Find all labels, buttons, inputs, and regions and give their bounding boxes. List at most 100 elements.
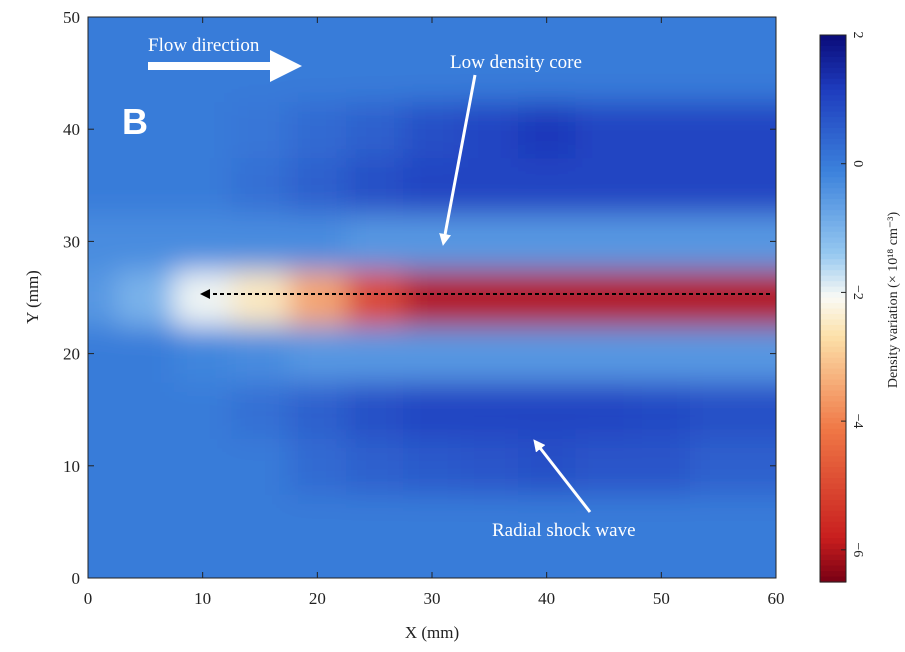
heat-cell — [632, 101, 691, 159]
heat-cell — [288, 17, 347, 47]
heat-cell — [88, 381, 118, 439]
heat-cell — [632, 213, 691, 271]
colorbar-segment — [820, 95, 846, 102]
heat-cell — [690, 157, 749, 215]
colorbar-segment — [820, 549, 846, 556]
heat-cell — [116, 213, 175, 271]
colorbar-segment — [820, 253, 846, 260]
heat-cell — [116, 17, 175, 47]
colorbar-segment — [820, 543, 846, 550]
colorbar-segment — [820, 78, 846, 85]
heat-cell — [575, 325, 634, 383]
colorbar-segment — [820, 111, 846, 118]
colorbar-segment — [820, 313, 846, 321]
colorbar-segment — [820, 89, 846, 96]
colorbar-segment — [820, 341, 846, 348]
heat-cell — [346, 269, 405, 327]
heat-cell — [403, 437, 462, 495]
colorbar-segment — [820, 445, 846, 452]
colorbar-tick-label: −2 — [850, 285, 865, 300]
colorbar-segment — [820, 532, 846, 539]
colorbar-segment — [820, 264, 846, 271]
heat-cell — [174, 101, 233, 159]
colorbar-segment — [820, 379, 846, 386]
colorbar-segment — [820, 472, 846, 479]
heat-cell — [518, 269, 577, 327]
heat-cell — [747, 17, 776, 47]
colorbar-segment — [820, 100, 846, 107]
heat-cell — [288, 213, 347, 271]
heat-cell — [747, 45, 776, 103]
heat-cell — [632, 493, 691, 551]
heat-cell — [346, 493, 405, 551]
heat-cell — [632, 381, 691, 439]
colorbar-segment — [820, 193, 846, 200]
heat-cell — [174, 325, 233, 383]
colorbar-segment — [820, 204, 846, 211]
x-axis-label: X (mm) — [405, 623, 459, 642]
heat-cell — [231, 325, 290, 383]
heat-cell — [174, 437, 233, 495]
colorbar-segment — [820, 248, 846, 255]
y-tick-label: 50 — [63, 8, 80, 27]
heat-cell — [346, 325, 405, 383]
heat-cell — [346, 157, 405, 215]
colorbar-segment — [820, 226, 846, 233]
heat-cell — [288, 45, 347, 103]
colorbar-frame — [819, 34, 847, 583]
colorbar-segment — [820, 357, 846, 364]
colorbar-segment — [820, 478, 846, 485]
heat-cell — [460, 437, 519, 495]
colorbar-segment — [820, 401, 846, 408]
colorbar-segment — [820, 330, 846, 337]
colorbar-segment — [820, 396, 846, 403]
colorbar-segment — [820, 281, 846, 288]
colorbar-segment — [820, 494, 846, 501]
heat-cell — [346, 45, 405, 103]
colorbar-segment — [820, 275, 846, 282]
colorbar-segment — [820, 297, 846, 304]
x-tick-label: 40 — [538, 589, 555, 608]
colorbar-segment — [820, 510, 846, 517]
colorbar-segment — [820, 133, 846, 140]
heat-cell — [288, 157, 347, 215]
heat-cell — [116, 45, 175, 103]
colorbar-segment — [820, 220, 846, 228]
x-tick-label: 10 — [194, 589, 211, 608]
heat-cell — [460, 101, 519, 159]
heat-cell — [690, 45, 749, 103]
colorbar-segment — [820, 138, 846, 145]
heat-cell — [690, 17, 749, 47]
heat-cell — [174, 269, 233, 327]
colorbar-segment — [820, 385, 846, 392]
heat-cell — [575, 17, 634, 47]
heat-cell — [403, 101, 462, 159]
colorbar-segment — [820, 199, 846, 206]
heat-cell — [116, 437, 175, 495]
heat-cell — [346, 437, 405, 495]
heat-cell — [747, 493, 776, 551]
colorbar-segment — [820, 188, 846, 195]
colorbar-segment — [820, 127, 846, 135]
colorbar-segment — [820, 259, 846, 266]
colorbar-segment — [820, 554, 846, 561]
y-tick-label: 20 — [63, 345, 80, 364]
x-tick-label: 30 — [424, 589, 441, 608]
heat-cell — [231, 157, 290, 215]
colorbar-segment — [820, 62, 846, 69]
colorbar-segment — [820, 483, 846, 490]
heat-cell — [632, 157, 691, 215]
colorbar-segment — [820, 489, 846, 496]
colorbar-segment — [820, 67, 846, 74]
heat-cell — [88, 493, 118, 551]
colorbar-segment — [820, 499, 846, 507]
heat-cell — [575, 269, 634, 327]
heat-cell — [346, 101, 405, 159]
heat-cell — [403, 45, 462, 103]
heat-cell — [346, 213, 405, 271]
heat-cell — [632, 549, 691, 578]
colorbar-segment — [820, 56, 846, 63]
x-tick-label: 20 — [309, 589, 326, 608]
colorbar-segment — [820, 215, 846, 222]
colorbar-segment — [820, 324, 846, 331]
